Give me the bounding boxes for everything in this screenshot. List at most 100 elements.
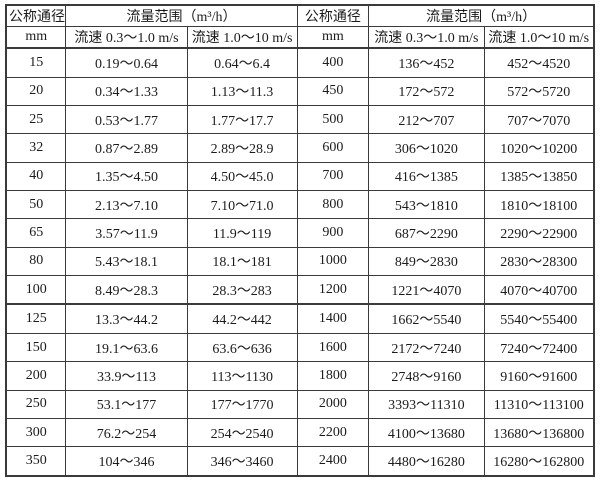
table-row: 125 13.3～44.2 44.2～442 1400 1662～5540 55… [5, 303, 595, 334]
cell-flow-high: 1810～18100 [483, 189, 595, 220]
cell-flow-low: 136～452 [368, 47, 485, 78]
cell-flow-high: 4070～40700 [483, 274, 595, 305]
table-row: 20 0.34～1.33 1.13～11.3 450 172～572 572～5… [5, 76, 595, 106]
cell-flow-low: 5.43～18.1 [65, 246, 188, 276]
table-row: 200 33.9～113 113～1130 1800 2748～9160 916… [5, 361, 595, 391]
table-row: 80 5.43～18.1 18.1～181 1000 849～2830 2830… [5, 246, 595, 276]
cell-flow-low: 76.2～254 [65, 417, 188, 448]
cell-diameter: 32 [5, 133, 67, 163]
cell-flow-low: 19.1～63.6 [65, 332, 188, 363]
cell-flow-high: 254～2540 [186, 417, 298, 448]
cell-flow-high: 0.64～6.4 [186, 47, 298, 78]
table-row: 250 53.1～177 177～1770 2000 3393～11310 11… [5, 389, 595, 419]
cell-flow-high: 16280～162800 [483, 446, 595, 477]
cell-flow-low: 212～707 [368, 104, 485, 135]
cell-flow-high: 113～1130 [186, 361, 298, 391]
cell-flow-high: 44.2～442 [186, 303, 298, 334]
table-row: 100 8.49～28.3 28.3～283 1200 1221～4070 40… [5, 274, 595, 305]
cell-diameter: 450 [296, 76, 370, 106]
cell-flow-low: 1.35～4.50 [65, 161, 188, 191]
cell-diameter: 2200 [296, 417, 370, 448]
cell-flow-high: 18.1～181 [186, 246, 298, 276]
header-flow-range-left: 流量范围（m³/h） [65, 4, 298, 27]
cell-diameter: 25 [5, 104, 67, 135]
header-diameter-right: 公称通径 [296, 4, 370, 27]
cell-diameter: 40 [5, 161, 67, 191]
cell-flow-high: 9160～91600 [483, 361, 595, 391]
flow-range-table: 公称通径 流量范围（m³/h） 公称通径 流量范围（m³/h） mm 流速 0.… [5, 4, 595, 477]
cell-diameter: 1800 [296, 361, 370, 391]
cell-diameter: 20 [5, 76, 67, 106]
cell-diameter: 1200 [296, 274, 370, 305]
table-row: 32 0.87～2.89 2.89～28.9 600 306～1020 1020… [5, 133, 595, 163]
header-diameter-left: 公称通径 [5, 4, 67, 27]
cell-flow-low: 172～572 [368, 76, 485, 106]
cell-diameter: 125 [5, 303, 67, 334]
cell-diameter: 1600 [296, 332, 370, 363]
cell-flow-high: 1385～13850 [483, 161, 595, 191]
cell-flow-high: 63.6～636 [186, 332, 298, 363]
cell-diameter: 900 [296, 218, 370, 248]
cell-diameter: 350 [5, 446, 67, 477]
cell-flow-high: 2.89～28.9 [186, 133, 298, 163]
cell-flow-low: 849～2830 [368, 246, 485, 276]
cell-diameter: 700 [296, 161, 370, 191]
cell-flow-high: 572～5720 [483, 76, 595, 106]
cell-flow-high: 7.10～71.0 [186, 189, 298, 220]
cell-flow-low: 306～1020 [368, 133, 485, 163]
cell-flow-low: 1662～5540 [368, 303, 485, 334]
cell-diameter: 1400 [296, 303, 370, 334]
cell-diameter: 150 [5, 332, 67, 363]
cell-flow-low: 2172～7240 [368, 332, 485, 363]
cell-diameter: 800 [296, 189, 370, 220]
cell-diameter: 2000 [296, 389, 370, 419]
cell-flow-low: 3393～11310 [368, 389, 485, 419]
cell-diameter: 600 [296, 133, 370, 163]
cell-flow-high: 707～7070 [483, 104, 595, 135]
cell-flow-low: 104～346 [65, 446, 188, 477]
cell-diameter: 50 [5, 189, 67, 220]
header-unit-left: mm [5, 26, 67, 49]
cell-diameter: 500 [296, 104, 370, 135]
cell-flow-high: 11310～113100 [483, 389, 595, 419]
table-row: 15 0.19～0.64 0.64～6.4 400 136～452 452～45… [5, 47, 595, 78]
cell-flow-low: 53.1～177 [65, 389, 188, 419]
header-velocity-low-left: 流速 0.3～1.0 m/s [65, 26, 188, 49]
cell-flow-low: 3.57～11.9 [65, 218, 188, 248]
table-row: 25 0.53～1.77 1.77～17.7 500 212～707 707～7… [5, 104, 595, 135]
cell-diameter: 250 [5, 389, 67, 419]
cell-flow-low: 543～1810 [368, 189, 485, 220]
table-row: 350 104～346 346～3460 2400 4480～16280 162… [5, 446, 595, 477]
cell-diameter: 400 [296, 47, 370, 78]
header-flow-range-right: 流量范围（m³/h） [368, 4, 595, 27]
header-row-sub: mm 流速 0.3～1.0 m/s 流速 1.0～10 m/s mm 流速 0.… [5, 26, 595, 49]
table-row: 40 1.35～4.50 4.50～45.0 700 416～1385 1385… [5, 161, 595, 191]
cell-flow-low: 4100～13680 [368, 417, 485, 448]
cell-flow-high: 1.77～17.7 [186, 104, 298, 135]
cell-flow-high: 4.50～45.0 [186, 161, 298, 191]
cell-flow-low: 13.3～44.2 [65, 303, 188, 334]
header-unit-right: mm [296, 26, 370, 49]
cell-flow-high: 177～1770 [186, 389, 298, 419]
cell-diameter: 1000 [296, 246, 370, 276]
cell-diameter: 65 [5, 218, 67, 248]
cell-flow-high: 2830～28300 [483, 246, 595, 276]
cell-flow-low: 33.9～113 [65, 361, 188, 391]
cell-flow-high: 346～3460 [186, 446, 298, 477]
table-row: 50 2.13～7.10 7.10～71.0 800 543～1810 1810… [5, 189, 595, 220]
cell-flow-high: 11.9～119 [186, 218, 298, 248]
cell-flow-high: 28.3～283 [186, 274, 298, 305]
header-row-top: 公称通径 流量范围（m³/h） 公称通径 流量范围（m³/h） [5, 4, 595, 27]
table-row: 65 3.57～11.9 11.9～119 900 687～2290 2290～… [5, 218, 595, 248]
cell-flow-low: 416～1385 [368, 161, 485, 191]
cell-flow-low: 2748～9160 [368, 361, 485, 391]
cell-flow-low: 0.19～0.64 [65, 47, 188, 78]
cell-flow-low: 4480～16280 [368, 446, 485, 477]
cell-flow-low: 0.53～1.77 [65, 104, 188, 135]
cell-flow-low: 2.13～7.10 [65, 189, 188, 220]
cell-flow-high: 1.13～11.3 [186, 76, 298, 106]
header-velocity-high-left: 流速 1.0～10 m/s [186, 26, 298, 49]
cell-diameter: 300 [5, 417, 67, 448]
header-velocity-high-right: 流速 1.0～10 m/s [483, 26, 595, 49]
